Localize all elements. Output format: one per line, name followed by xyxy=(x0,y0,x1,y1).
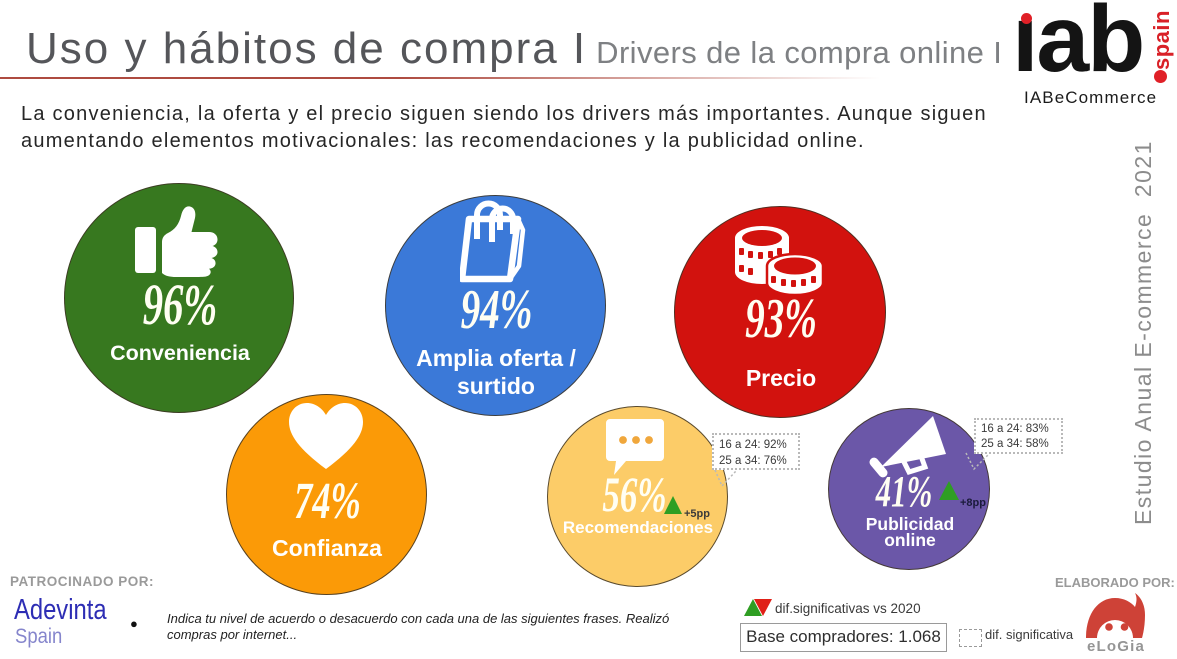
svg-text:eLoGia: eLoGia xyxy=(1087,638,1145,654)
